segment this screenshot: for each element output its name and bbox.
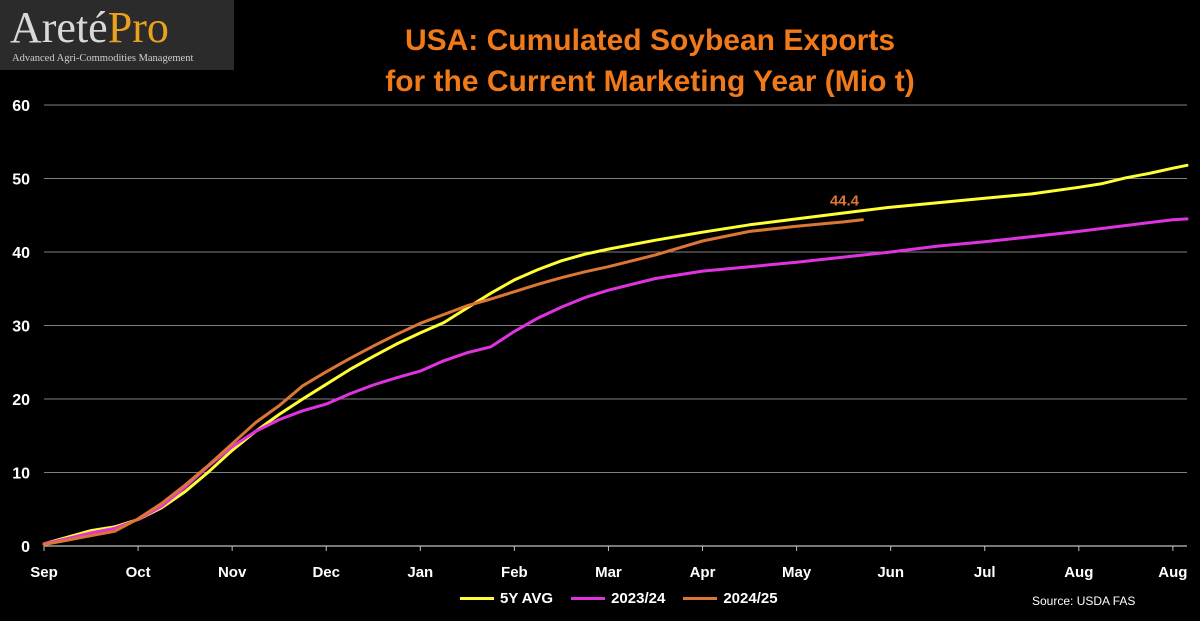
x-tick-label-0: Sep	[30, 564, 58, 581]
logo-tagline: Advanced Agri-Commodities Management	[12, 53, 194, 64]
series-line-0	[42, 163, 1189, 546]
logo-wordmark: AretéPro	[10, 4, 169, 52]
y-tick-label-0: 0	[21, 539, 30, 556]
y-tick-label-50: 50	[12, 172, 30, 189]
x-tick-label-5: Feb	[501, 564, 528, 581]
logo-name-part2: Pro	[107, 3, 169, 52]
source-note: Source: USDA FAS	[1032, 594, 1136, 608]
x-tick-label-11: Aug	[1064, 564, 1093, 581]
legend-item-2023-24: 2023/24	[571, 590, 665, 607]
x-tick-label-2: Nov	[218, 564, 247, 581]
chart-title-line-2: for the Current Marketing Year (Mio t)	[385, 65, 915, 98]
x-tick-label-12: Aug	[1158, 564, 1187, 581]
x-tick-label-8: May	[782, 564, 812, 581]
x-tick-label-10: Jul	[974, 564, 996, 581]
legend-swatch-2023-24	[571, 597, 606, 600]
x-tick-label-3: Dec	[312, 564, 340, 581]
legend-swatch-5y-avg	[460, 597, 494, 600]
chart-title-line-1: USA: Cumulated Soybean Exports	[404, 24, 896, 57]
legend-swatch-2024-25	[683, 597, 718, 600]
chart-legend: 5Y AVG 2023/24 2024/25	[460, 590, 796, 607]
y-tick-label-40: 40	[12, 245, 30, 262]
series-line-1	[42, 217, 1189, 546]
y-tick-label-10: 10	[12, 466, 30, 483]
legend-label-2023-24: 2023/24	[611, 590, 666, 607]
legend-label-5y-avg: 5Y AVG	[500, 590, 554, 607]
y-tick-label-30: 30	[12, 319, 30, 336]
chart-title: USA: Cumulated Soybean Exports for the C…	[260, 20, 1040, 102]
legend-label-2024-25: 2024/25	[723, 590, 778, 607]
x-tick-label-6: Mar	[595, 564, 622, 581]
logo-name-part1: Areté	[10, 3, 108, 52]
logo: AretéPro Advanced Agri-Commodities Manag…	[0, 0, 234, 70]
data-label-0: 44.4	[830, 193, 860, 210]
legend-item-2024-25: 2024/25	[683, 590, 778, 607]
legend-item-5y-avg: 5Y AVG	[460, 590, 553, 607]
x-tick-label-4: Jan	[407, 564, 433, 581]
x-tick-label-1: Oct	[126, 564, 151, 581]
y-tick-label-20: 20	[12, 392, 30, 409]
x-tick-label-7: Apr	[690, 564, 716, 581]
x-tick-label-9: Jun	[877, 564, 904, 581]
y-tick-label-60: 60	[12, 98, 30, 115]
series-line-2	[42, 218, 864, 546]
